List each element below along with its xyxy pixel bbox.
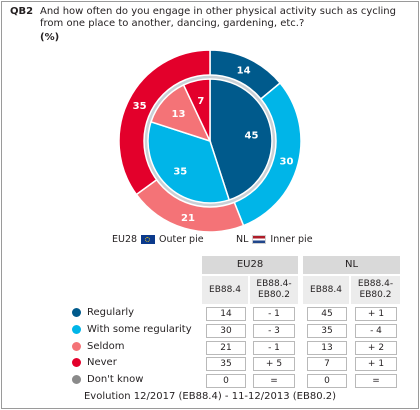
double-pie-chart: 14 30 21 35 45 35 13 7 bbox=[118, 49, 302, 232]
table-cell: - 1 bbox=[253, 341, 295, 355]
table-cell: - 3 bbox=[253, 324, 295, 338]
row-label-regularly: Regularly bbox=[72, 307, 134, 318]
eu-flag-icon bbox=[141, 235, 156, 244]
table-cell: 45 bbox=[307, 307, 347, 321]
row-label-dont-know: Don't know bbox=[72, 374, 143, 385]
inner-slice-4 bbox=[182, 78, 211, 142]
outer-slice-label-1: 14 bbox=[237, 66, 251, 77]
table-cell: 0 bbox=[206, 374, 246, 388]
table-header-eu28: EU28 bbox=[202, 256, 298, 274]
row-label-text: With some regularity bbox=[87, 324, 192, 335]
inner-slice-label-1: 45 bbox=[245, 130, 259, 141]
table-cell: 7 bbox=[307, 357, 347, 371]
table-cell: 0 bbox=[307, 374, 347, 388]
legend-eu28-desc: Outer pie bbox=[159, 234, 204, 245]
inner-slice-1 bbox=[209, 78, 273, 201]
outer-slice-label-4: 35 bbox=[133, 101, 147, 112]
nl-flag-icon bbox=[252, 235, 267, 244]
table-cell: 21 bbox=[206, 341, 246, 355]
regularly-dot-icon bbox=[72, 308, 81, 317]
table-cell: + 1 bbox=[355, 307, 397, 321]
legend-nl: NL Inner pie bbox=[236, 234, 313, 245]
table-cell: = bbox=[355, 374, 397, 388]
inner-slice-2 bbox=[147, 120, 231, 204]
col-header-nl-change: EB88.4- EB80.2 bbox=[351, 276, 400, 304]
inner-slice-label-4: 7 bbox=[197, 96, 204, 107]
col-header-eu-current: EB88.4 bbox=[202, 276, 248, 304]
col-header-nl-current: EB88.4 bbox=[303, 276, 349, 304]
footer-evolution-note: Evolution 12/2017 (EB88.4) - 11-12/2013 … bbox=[83, 391, 337, 402]
legend-eu28-label: EU28 bbox=[112, 234, 138, 245]
legend-eu28: EU28 Outer pie bbox=[112, 234, 204, 245]
outer-slice-label-3: 21 bbox=[181, 213, 195, 224]
table-cell: 13 bbox=[307, 341, 347, 355]
row-label-text: Seldom bbox=[87, 341, 125, 352]
row-label-text: Regularly bbox=[87, 307, 135, 318]
table-cell: + 1 bbox=[355, 357, 397, 371]
table-cell: - 1 bbox=[253, 307, 295, 321]
row-label-some-regularity: With some regularity bbox=[72, 324, 192, 335]
row-label-seldom: Seldom bbox=[72, 341, 125, 352]
question-text: And how often do you engage in other phy… bbox=[40, 6, 396, 29]
table-cell: + 2 bbox=[355, 341, 397, 355]
row-label-never: Never bbox=[72, 357, 117, 368]
unit-label: (%) bbox=[40, 32, 60, 43]
table-cell: 35 bbox=[206, 357, 246, 371]
row-label-text: Don't know bbox=[87, 374, 144, 385]
legend-nl-label: NL bbox=[236, 234, 249, 245]
legend-nl-desc: Inner pie bbox=[270, 234, 313, 245]
col-header-eu-change: EB88.4- EB80.2 bbox=[250, 276, 298, 304]
question-code: QB2 bbox=[10, 6, 34, 17]
table-cell: + 5 bbox=[253, 357, 295, 371]
outer-slice-label-2: 30 bbox=[280, 157, 294, 168]
table-cell: = bbox=[253, 374, 295, 388]
inner-slice-label-2: 35 bbox=[173, 167, 187, 178]
seldom-dot-icon bbox=[72, 342, 81, 351]
table-cell: 30 bbox=[206, 324, 246, 338]
row-label-text: Never bbox=[87, 357, 117, 368]
table-header-nl: NL bbox=[303, 256, 400, 274]
table-cell: 14 bbox=[206, 307, 246, 321]
never-dot-icon bbox=[72, 358, 81, 367]
table-cell: - 4 bbox=[355, 324, 397, 338]
table-cell: 35 bbox=[307, 324, 347, 338]
inner-slice-label-3: 13 bbox=[172, 109, 186, 120]
dont-know-dot-icon bbox=[72, 375, 81, 384]
some-regularity-dot-icon bbox=[72, 325, 81, 334]
